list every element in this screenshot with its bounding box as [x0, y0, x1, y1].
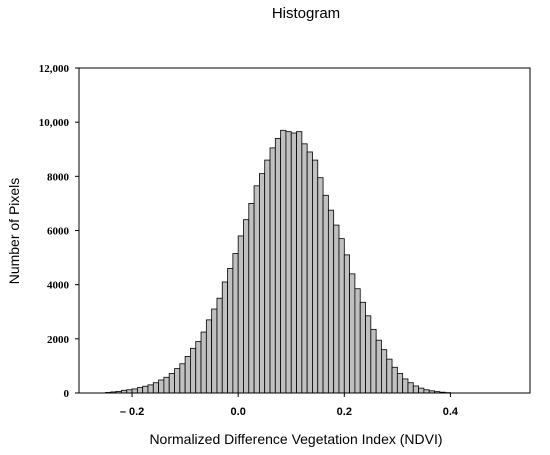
histogram-bar: [418, 387, 425, 394]
histogram-bar: [200, 331, 207, 394]
histogram-bar: [317, 177, 324, 394]
histogram-bar: [327, 209, 335, 394]
x-tick-label: 0.4: [443, 406, 459, 418]
histogram-bar: [365, 315, 372, 394]
histogram-bar: [158, 379, 165, 394]
histogram-bar: [322, 194, 329, 394]
histogram-bar: [349, 273, 356, 394]
histogram-bar: [296, 131, 303, 394]
y-tick-label: 8000: [47, 171, 70, 183]
histogram-bar: [354, 288, 361, 394]
y-tick-label: 0: [64, 388, 70, 400]
histogram-bar: [243, 219, 250, 394]
chart-title: Histogram: [272, 5, 340, 22]
histogram-bar: [258, 173, 266, 394]
plot-area: – 0.2 0.0 0.2 0.4 0 2000 4000 6000 8000 10,000 12…: [39, 63, 531, 418]
y-axis-ticks: 0 2000 4000 6000 8000 10,000 12,000: [39, 63, 79, 400]
y-tick-label: 4000: [47, 280, 70, 292]
histogram-bar: [136, 387, 144, 394]
histogram-bar: [312, 159, 319, 394]
x-tick-label: 0.2: [337, 406, 352, 418]
histogram-bar: [168, 373, 175, 394]
histogram-bar: [301, 143, 308, 394]
histogram-bar: [402, 378, 409, 394]
y-tick-label: 12,000: [39, 63, 70, 75]
histogram-bar: [274, 138, 282, 394]
histogram-bar: [253, 185, 260, 394]
y-tick-label: 2000: [47, 334, 70, 346]
histogram-bar: [264, 159, 271, 394]
histogram-bar: [211, 308, 218, 394]
histogram-bar: [205, 319, 213, 394]
histogram-bar: [147, 384, 154, 394]
histogram-bar: [359, 301, 366, 394]
histogram-bar: [221, 281, 228, 394]
histogram-bar: [179, 363, 186, 394]
histogram-bar: [237, 235, 244, 394]
histogram-bar: [306, 151, 313, 394]
histogram-bar: [248, 203, 255, 394]
histogram-bar: [333, 224, 340, 394]
histogram-bar: [338, 238, 345, 394]
histogram-bar: [142, 385, 149, 394]
x-tick-label: – 0.2: [120, 406, 144, 418]
histogram-bar: [391, 366, 398, 394]
y-tick-label: 6000: [47, 226, 70, 238]
histogram-bar: [343, 254, 351, 394]
histogram-bar: [227, 268, 234, 394]
histogram-bar: [163, 376, 170, 394]
histogram-bar: [280, 129, 287, 394]
histogram-bar: [386, 358, 393, 394]
histogram-bar: [232, 253, 239, 394]
histogram-bar: [269, 147, 276, 394]
histogram-bar: [152, 382, 159, 394]
y-tick-label: 10,000: [39, 117, 70, 129]
histogram-bar: [412, 385, 419, 394]
x-tick-label: 0.0: [231, 406, 246, 418]
histogram-bar: [285, 131, 292, 394]
histogram-bar: [184, 356, 191, 394]
x-axis-label: Normalized Difference Vegetation Index (…: [149, 431, 442, 447]
histogram-bar: [396, 373, 404, 394]
y-axis-label: Number of Pixels: [6, 178, 22, 285]
histogram-bar: [195, 341, 202, 394]
histogram-bar: [370, 328, 377, 394]
histogram-bar: [216, 297, 223, 394]
histogram-bar: [190, 347, 197, 394]
bars-group: [105, 129, 451, 394]
histogram-bar: [290, 132, 297, 394]
x-axis-ticks: – 0.2 0.0 0.2 0.4: [120, 393, 459, 418]
histogram-bar: [381, 349, 388, 394]
histogram-bar: [375, 339, 382, 394]
histogram-bar: [174, 368, 181, 394]
histogram-bar: [407, 382, 414, 394]
histogram-bar: [131, 388, 138, 394]
